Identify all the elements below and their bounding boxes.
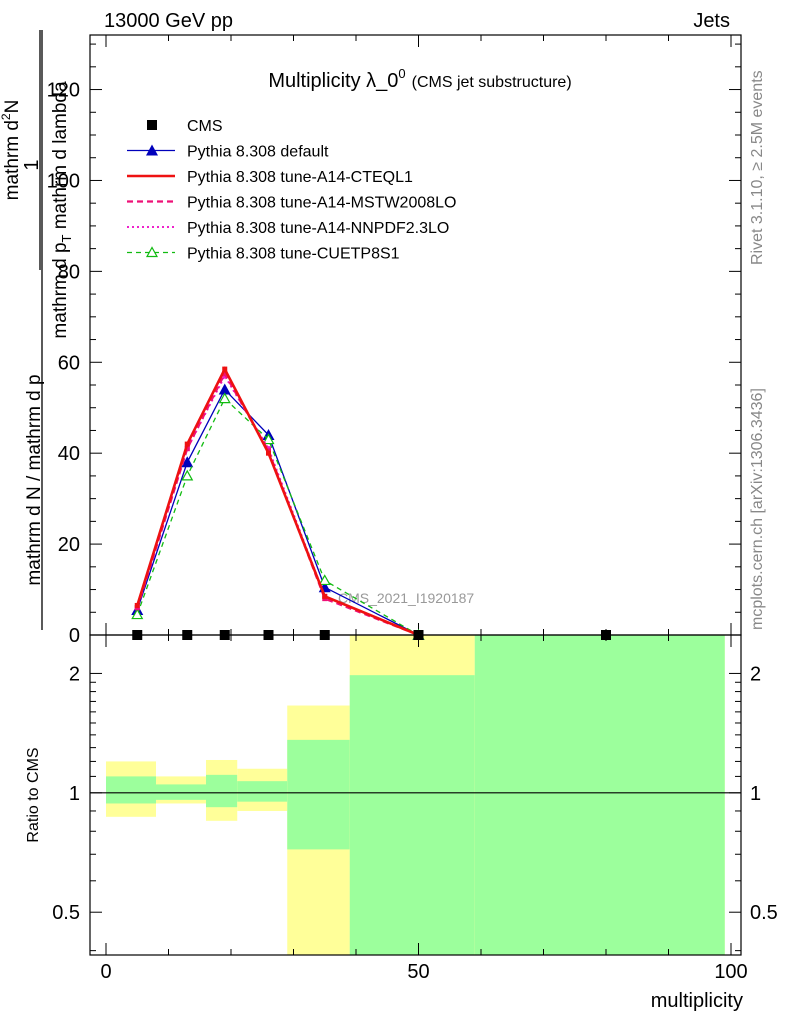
y-label-prefix-denominator: mathrm d N / mathrm d p: [24, 374, 45, 585]
x-tick-label: 50: [407, 961, 429, 983]
main-y-tick-label: 80: [58, 261, 80, 283]
plot-title: Multiplicity λ_00 (CMS jet substructure): [268, 66, 571, 92]
analysis-watermark: CMS_2021_I1920187: [338, 590, 474, 606]
series-point-cteql1: [266, 450, 271, 456]
series-point-cuetp8s1: [262, 433, 275, 445]
series-point-cteql1: [184, 441, 190, 447]
header-process: 13000 GeV pp: [104, 10, 233, 32]
ratio-y-axis-label: Ratio to CMS: [25, 747, 42, 842]
series-point-cuetp8s1: [181, 469, 194, 481]
main-y-tick-label: 0: [69, 625, 80, 647]
series-point-cuetp8s1: [131, 608, 144, 620]
main-y-tick-label: 40: [58, 443, 80, 465]
x-axis-label: multiplicity: [651, 990, 743, 1012]
ratio-uncertainty-bands: [106, 635, 725, 955]
series-point-cteql1: [322, 593, 328, 599]
ratio-y-tick-label-right: 1: [750, 783, 761, 805]
series-cms: [132, 630, 611, 640]
axis-ticks: 0 50 100 0 20 40 60 80 100 120 0.5 0.5 1 1 2 2: [47, 35, 778, 983]
series-point-mstw: [184, 446, 190, 452]
legend-label-cuetp8s1: Pythia 8.308 tune-CUETP8S1: [187, 246, 400, 263]
legend: CMS Pythia 8.308 default Pythia 8.308 tune…: [127, 118, 456, 263]
ratio-y-tick-label-right: 0.5: [750, 902, 778, 924]
series-point-cuetp8s1: [218, 392, 231, 404]
series-point-cteql1: [222, 366, 228, 372]
ratio-y-tick-label-left: 0.5: [52, 902, 80, 924]
series-line-cuetp8s1: [136, 397, 419, 636]
cms-data-point: [601, 630, 611, 640]
ratio-band-inner-4: [287, 739, 350, 850]
cms-data-point: [182, 630, 193, 640]
legend-label-cteql1: Pythia 8.308 tune-A14-CTEQL1: [187, 169, 413, 186]
ratio-y-tick-label-left: 2: [69, 663, 80, 685]
series-line-cteql1: [136, 366, 419, 637]
mcplots-label: mcplots.cern.ch [arXiv:1306.3436]: [749, 388, 766, 630]
y-label-prefix: 1: [21, 159, 43, 170]
legend-label-nnpdf: Pythia 8.308 tune-A14-NNPDF2.3LO: [187, 220, 449, 237]
ratio-band-inner-5: [349, 675, 475, 955]
cms-data-point: [219, 630, 230, 640]
main-y-axis-label: 1 mathrm d N / mathrm d p mathrm d pT ma…: [0, 30, 74, 630]
x-tick-label: 100: [714, 961, 747, 983]
main-y-tick-label: 100: [47, 170, 80, 192]
ratio-band-inner-1: [156, 784, 206, 800]
legend-marker-cuetp8s1: [145, 246, 159, 258]
title-subtitle: (CMS jet substructure): [412, 74, 572, 91]
series-layer: [131, 366, 611, 640]
legend-label-default: Pythia 8.308 default: [187, 144, 329, 161]
series-point-default: [181, 456, 194, 468]
cms-data-point: [263, 630, 274, 640]
series-point-mstw: [222, 371, 228, 377]
x-tick-label: 0: [100, 961, 111, 983]
ratio-band-inner-0: [106, 776, 156, 804]
series-point-cuetp8s1: [318, 574, 331, 586]
series-cuetp8s1: [131, 392, 425, 640]
cms-data-point: [319, 630, 330, 640]
ratio-band-inner-2: [206, 774, 238, 808]
header-category: Jets: [693, 10, 730, 32]
y-label-denominator: mathrm d pT mathrm d lambda: [50, 81, 74, 339]
main-y-tick-label: 20: [58, 534, 80, 556]
y-label-numerator: mathrm d2N: [0, 100, 23, 201]
title-main: Multiplicity λ_0: [268, 70, 398, 92]
ratio-band-inner-3: [237, 781, 288, 802]
ratio-y-tick-label-right: 2: [750, 663, 761, 685]
main-y-tick-label: 60: [58, 352, 80, 374]
ratio-y-tick-label-left: 1: [69, 783, 80, 805]
legend-label-cms: CMS: [187, 118, 223, 135]
ratio-band-inner-6: [474, 635, 725, 955]
legend-label-mstw: Pythia 8.308 tune-A14-MSTW2008LO: [187, 195, 456, 212]
title-superscript: 0: [398, 66, 405, 81]
series-point-cteql1: [134, 602, 140, 608]
series-point-default: [218, 383, 231, 395]
legend-marker-cms: [147, 120, 157, 130]
cms-data-point: [132, 630, 143, 640]
legend-marker-default: [146, 144, 158, 156]
cms-data-point: [413, 630, 424, 640]
main-y-tick-label: 120: [47, 80, 80, 102]
rivet-version-label: Rivet 3.1.10, ≥ 2.5M events: [749, 70, 766, 265]
